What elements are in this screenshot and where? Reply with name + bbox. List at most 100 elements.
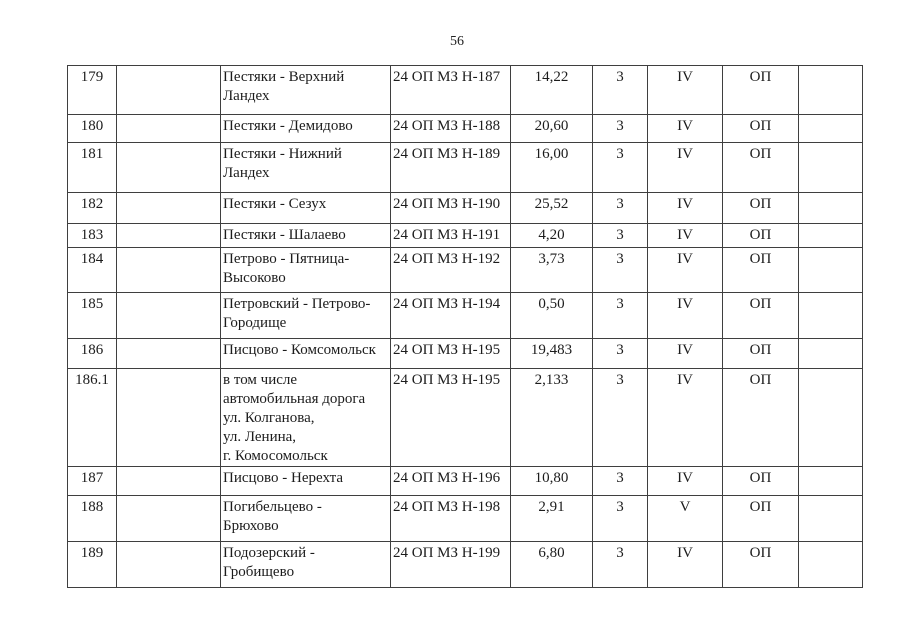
cell-length: 14,22 bbox=[510, 65, 593, 115]
cell-length: 4,20 bbox=[510, 223, 593, 248]
cell-row-number: 185 bbox=[67, 292, 117, 339]
cell-op: ОП bbox=[722, 292, 799, 339]
cell-blank bbox=[116, 192, 221, 224]
cell-category: IV bbox=[647, 192, 723, 224]
cell-blank bbox=[116, 65, 221, 115]
cell-length: 6,80 bbox=[510, 541, 593, 588]
cell-value: 3 bbox=[592, 192, 648, 224]
table-row: 187 Писцово - Нерехта 24 ОП МЗ Н-196 10,… bbox=[67, 466, 863, 496]
cell-op: ОП bbox=[722, 466, 799, 496]
page-number: 56 bbox=[450, 34, 464, 49]
cell-registry-code: 24 ОП МЗ Н-190 bbox=[390, 192, 511, 224]
cell-category: IV bbox=[647, 292, 723, 339]
cell-op: ОП bbox=[722, 338, 799, 369]
cell-blank bbox=[116, 114, 221, 143]
cell-value: 3 bbox=[592, 247, 648, 293]
cell-category: IV bbox=[647, 247, 723, 293]
cell-category: IV bbox=[647, 65, 723, 115]
cell-length: 2,91 bbox=[510, 495, 593, 542]
cell-registry-code: 24 ОП МЗ Н-189 bbox=[390, 142, 511, 193]
table-row: 182 Пестяки - Сезух 24 ОП МЗ Н-190 25,52… bbox=[67, 192, 863, 224]
cell-row-number: 180 bbox=[67, 114, 117, 143]
cell-row-number: 189 bbox=[67, 541, 117, 588]
cell-length: 25,52 bbox=[510, 192, 593, 224]
cell-value: 3 bbox=[592, 65, 648, 115]
cell-road-name: Писцово - Нерехта bbox=[220, 466, 391, 496]
cell-blank bbox=[798, 192, 863, 224]
cell-row-number: 184 bbox=[67, 247, 117, 293]
cell-row-number: 187 bbox=[67, 466, 117, 496]
cell-blank bbox=[116, 223, 221, 248]
cell-length: 19,483 bbox=[510, 338, 593, 369]
cell-blank bbox=[798, 495, 863, 542]
cell-length: 2,133 bbox=[510, 368, 593, 467]
cell-row-number: 188 bbox=[67, 495, 117, 542]
cell-blank bbox=[116, 142, 221, 193]
cell-blank bbox=[798, 292, 863, 339]
cell-op: ОП bbox=[722, 65, 799, 115]
cell-row-number: 186 bbox=[67, 338, 117, 369]
cell-registry-code: 24 ОП МЗ Н-196 bbox=[390, 466, 511, 496]
cell-registry-code: 24 ОП МЗ Н-187 bbox=[390, 65, 511, 115]
cell-row-number: 181 bbox=[67, 142, 117, 193]
cell-road-name: Подозерский - Гробищево bbox=[220, 541, 391, 588]
cell-road-name: Пестяки - Верхний Ландех bbox=[220, 65, 391, 115]
cell-road-name: Пестяки - Сезух bbox=[220, 192, 391, 224]
cell-blank bbox=[116, 338, 221, 369]
cell-category: IV bbox=[647, 466, 723, 496]
cell-registry-code: 24 ОП МЗ Н-192 bbox=[390, 247, 511, 293]
cell-blank bbox=[116, 495, 221, 542]
cell-blank bbox=[116, 466, 221, 496]
cell-value: 3 bbox=[592, 541, 648, 588]
cell-op: ОП bbox=[722, 142, 799, 193]
cell-registry-code: 24 ОП МЗ Н-188 bbox=[390, 114, 511, 143]
cell-value: 3 bbox=[592, 466, 648, 496]
cell-blank bbox=[798, 541, 863, 588]
cell-blank bbox=[798, 338, 863, 369]
cell-length: 10,80 bbox=[510, 466, 593, 496]
cell-category: V bbox=[647, 495, 723, 542]
roads-registry-table: 179 Пестяки - Верхний Ландех 24 ОП МЗ Н-… bbox=[67, 65, 863, 588]
cell-value: 3 bbox=[592, 495, 648, 542]
cell-category: IV bbox=[647, 368, 723, 467]
cell-road-name: Петрово - Пятница- Высоково bbox=[220, 247, 391, 293]
cell-blank bbox=[798, 114, 863, 143]
cell-road-name: Пестяки - Шалаево bbox=[220, 223, 391, 248]
cell-blank bbox=[798, 223, 863, 248]
table-row: 189 Подозерский - Гробищево 24 ОП МЗ Н-1… bbox=[67, 541, 863, 588]
cell-value: 3 bbox=[592, 368, 648, 467]
cell-blank bbox=[116, 247, 221, 293]
table-row: 183 Пестяки - Шалаево 24 ОП МЗ Н-191 4,2… bbox=[67, 223, 863, 248]
cell-value: 3 bbox=[592, 223, 648, 248]
cell-blank bbox=[798, 247, 863, 293]
cell-registry-code: 24 ОП МЗ Н-198 bbox=[390, 495, 511, 542]
cell-row-number: 179 bbox=[67, 65, 117, 115]
cell-op: ОП bbox=[722, 114, 799, 143]
cell-value: 3 bbox=[592, 114, 648, 143]
cell-blank bbox=[116, 292, 221, 339]
cell-row-number: 186.1 bbox=[67, 368, 117, 467]
cell-value: 3 bbox=[592, 142, 648, 193]
cell-road-name: Пестяки - Нижний Ландех bbox=[220, 142, 391, 193]
cell-category: IV bbox=[647, 142, 723, 193]
table-row: 186 Писцово - Комсомольск 24 ОП МЗ Н-195… bbox=[67, 338, 863, 369]
cell-registry-code: 24 ОП МЗ Н-191 bbox=[390, 223, 511, 248]
cell-category: IV bbox=[647, 223, 723, 248]
cell-length: 16,00 bbox=[510, 142, 593, 193]
cell-category: IV bbox=[647, 114, 723, 143]
table-row: 179 Пестяки - Верхний Ландех 24 ОП МЗ Н-… bbox=[67, 65, 863, 115]
cell-road-name: в том числе автомобильная дорога ул. Кол… bbox=[220, 368, 391, 467]
cell-row-number: 183 bbox=[67, 223, 117, 248]
table-row: 188 Погибельцево - Брюхово 24 ОП МЗ Н-19… bbox=[67, 495, 863, 542]
cell-blank bbox=[798, 466, 863, 496]
cell-blank bbox=[798, 65, 863, 115]
cell-value: 3 bbox=[592, 292, 648, 339]
table-row: 185 Петровский - Петрово- Городище 24 ОП… bbox=[67, 292, 863, 339]
table-row: 180 Пестяки - Демидово 24 ОП МЗ Н-188 20… bbox=[67, 114, 863, 143]
table-row: 186.1 в том числе автомобильная дорога у… bbox=[67, 368, 863, 467]
cell-road-name: Петровский - Петрово- Городище bbox=[220, 292, 391, 339]
cell-length: 0,50 bbox=[510, 292, 593, 339]
cell-road-name: Писцово - Комсомольск bbox=[220, 338, 391, 369]
cell-road-name: Погибельцево - Брюхово bbox=[220, 495, 391, 542]
cell-category: IV bbox=[647, 541, 723, 588]
